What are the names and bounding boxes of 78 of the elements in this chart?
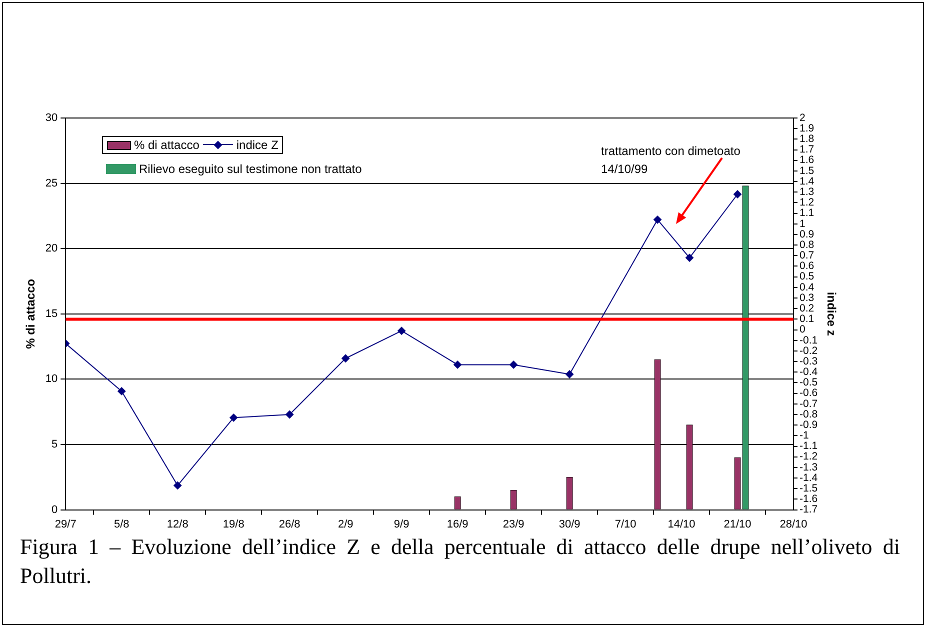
y-tick-label: 15 bbox=[45, 308, 58, 320]
x-tick-label: 16/9 bbox=[446, 518, 468, 530]
y-tick-label: 0 bbox=[52, 504, 58, 516]
y2-tick-label: 1.7 bbox=[800, 144, 814, 156]
x-tick-label: 26/8 bbox=[278, 518, 300, 530]
point bbox=[230, 414, 238, 422]
y2-tick-label: -1.7 bbox=[800, 504, 818, 516]
y2-tick-label: 0.4 bbox=[800, 281, 814, 294]
y2-tick-label: -1.4 bbox=[800, 472, 818, 484]
y-tick-label: 10 bbox=[45, 373, 58, 386]
y2-tick-label: 0.1 bbox=[800, 313, 814, 326]
y2-tick-label: 1.6 bbox=[800, 154, 814, 166]
x-tick-label: 2/9 bbox=[338, 518, 354, 530]
y2-tick-label: 0.9 bbox=[800, 228, 814, 240]
y2-tick-label: 1.9 bbox=[800, 122, 814, 134]
point bbox=[686, 254, 694, 262]
point bbox=[510, 360, 518, 369]
y2-tick-label: 0.2 bbox=[800, 302, 814, 314]
point bbox=[734, 190, 742, 198]
y2-tick-label: 0.5 bbox=[800, 270, 814, 283]
y2-tick-label: 1.4 bbox=[800, 175, 814, 188]
y-tick-label: 20 bbox=[45, 242, 58, 255]
y2-axis-title: indice z bbox=[824, 292, 838, 336]
y2-tick-label: 1.5 bbox=[800, 164, 814, 177]
point bbox=[398, 326, 406, 335]
y2-tick-label: -0.5 bbox=[800, 376, 818, 389]
point bbox=[342, 354, 350, 362]
y2-tick-label: -1.2 bbox=[800, 450, 818, 463]
y2-tick-label: 0.3 bbox=[800, 292, 814, 304]
y2-tick-label: -1.6 bbox=[800, 493, 818, 506]
point bbox=[174, 481, 182, 490]
point bbox=[286, 410, 294, 418]
legend-label: Rilievo eseguito sul testimone non trattato bbox=[139, 162, 362, 176]
y2-tick-label: -0.1 bbox=[800, 334, 818, 346]
y-tick-label: 5 bbox=[52, 438, 58, 451]
y2-tick-label: -0.4 bbox=[800, 366, 818, 378]
legend-label: % di attacco bbox=[134, 138, 200, 152]
x-tick-label: 5/8 bbox=[114, 518, 130, 530]
y2-tick-label: -0.9 bbox=[800, 418, 818, 431]
x-tick-label: 14/10 bbox=[668, 518, 696, 530]
y-axis-title: % di attacco bbox=[24, 278, 38, 349]
legend-label: indice Z bbox=[236, 138, 278, 152]
y2-tick-label: 1.3 bbox=[800, 186, 814, 198]
y2-tick-label: -1.5 bbox=[800, 482, 818, 495]
y2-tick-label: 0.8 bbox=[800, 238, 814, 251]
point bbox=[454, 360, 462, 369]
y2-tick-label: 0.7 bbox=[800, 250, 814, 262]
x-tick-label: 9/9 bbox=[394, 518, 410, 530]
y-tick-label: 30 bbox=[45, 112, 58, 124]
y2-tick-label: -1 bbox=[800, 430, 810, 442]
x-tick-label: 21/10 bbox=[724, 518, 752, 530]
y2-tick-label: -0.7 bbox=[800, 398, 818, 410]
y2-tick-label: -0.2 bbox=[800, 344, 818, 357]
y2-tick-label: 1.8 bbox=[800, 133, 814, 146]
x-tick-label: 7/10 bbox=[614, 518, 636, 530]
x-tick-label: 28/10 bbox=[780, 518, 808, 530]
y2-tick-label: 1.2 bbox=[800, 196, 814, 209]
y2-tick-label: 0 bbox=[800, 324, 806, 336]
x-tick-label: 29/7 bbox=[54, 518, 76, 530]
y2-tick-label: 1 bbox=[800, 218, 806, 230]
x-tick-label: 19/8 bbox=[222, 518, 244, 530]
x-tick-label: 12/8 bbox=[166, 518, 188, 530]
y2-tick-label: -0.8 bbox=[800, 408, 818, 420]
y2-tick-label: -0.3 bbox=[800, 355, 818, 368]
y2-tick-label: -0.6 bbox=[800, 387, 818, 400]
y2-tick-label: 1.1 bbox=[800, 207, 814, 220]
x-tick-label: 23/9 bbox=[502, 518, 524, 530]
y2-tick-label: 0.6 bbox=[800, 260, 814, 272]
y2-tick-label: -1.3 bbox=[800, 461, 818, 474]
y2-tick-label: -1.1 bbox=[800, 440, 818, 452]
y-tick-label: 25 bbox=[45, 177, 58, 190]
point bbox=[118, 387, 126, 396]
text: Figura 1 – Evoluzione dell’indice Z e della percentuale di attacco delle drupe nell’oliveto di Pollutri. bbox=[20, 533, 900, 590]
y2-tick-label: 2 bbox=[800, 112, 806, 124]
x-tick-label: 30/9 bbox=[558, 518, 580, 530]
point bbox=[654, 216, 662, 224]
annotation: trattamento con dimetoato 14/10/99 bbox=[601, 143, 740, 178]
point bbox=[566, 370, 574, 378]
